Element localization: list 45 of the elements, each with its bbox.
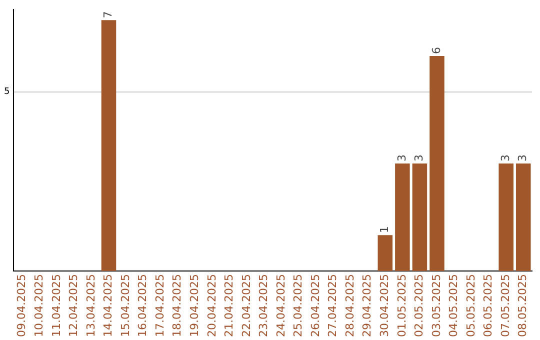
x-tick-label: 29.04.2025	[360, 274, 374, 338]
x-tick-label: 30.04.2025	[378, 274, 392, 338]
data-label: 3	[395, 154, 408, 162]
bar	[101, 20, 116, 272]
data-label: 1	[378, 226, 392, 234]
bar	[412, 164, 428, 272]
bar	[430, 56, 444, 272]
x-tick-label: 07.05.2025	[498, 274, 512, 338]
x-tick-label: 09.04.2025	[15, 274, 28, 338]
x-tick-label: 26.04.2025	[308, 274, 322, 338]
x-tick-label: 10.04.2025	[32, 274, 46, 338]
x-tick-label: 19.04.2025	[188, 274, 201, 338]
bar	[516, 164, 531, 272]
x-tick-label: 18.04.2025	[170, 274, 184, 338]
x-tick-label: 20.04.2025	[205, 274, 218, 338]
data-label: 3	[516, 154, 530, 162]
x-tick-label: 17.04.2025	[153, 274, 166, 338]
bar	[498, 164, 514, 272]
x-tick-label: 03.05.2025	[430, 274, 443, 338]
x-tick-label: 04.05.2025	[447, 274, 460, 338]
x-tick-label: 08.05.2025	[516, 274, 530, 338]
x-tick-label: 16.04.2025	[136, 274, 150, 338]
x-tick-label: 12.04.2025	[67, 274, 80, 338]
data-label: 7	[102, 11, 115, 18]
data-label: 3	[412, 154, 426, 162]
x-tick-label: 23.04.2025	[257, 274, 270, 338]
x-tick-label: 28.04.2025	[343, 274, 356, 338]
x-tick-label: 27.04.2025	[326, 274, 340, 338]
bar	[395, 164, 410, 272]
data-label: 6	[430, 46, 443, 54]
bar	[378, 235, 393, 272]
x-tick-label: 21.04.2025	[222, 274, 236, 338]
x-tick-label: 06.05.2025	[482, 274, 495, 338]
x-tick-label: 15.04.2025	[118, 274, 132, 338]
x-tick-label: 13.04.2025	[84, 274, 98, 338]
x-tick-label: 14.04.2025	[102, 274, 115, 338]
x-tick-label: 22.04.2025	[240, 274, 253, 338]
y-tick-label: 5	[4, 87, 10, 98]
x-tick-label: 25.04.2025	[292, 274, 305, 338]
data-label: 3	[498, 154, 512, 162]
x-tick-label: 01.05.2025	[395, 274, 408, 338]
x-tick-label: 02.05.2025	[412, 274, 426, 338]
x-tick-label: 11.04.2025	[50, 274, 63, 338]
x-tick-label: 24.04.2025	[274, 274, 288, 338]
x-tick-label: 05.05.2025	[464, 274, 478, 338]
